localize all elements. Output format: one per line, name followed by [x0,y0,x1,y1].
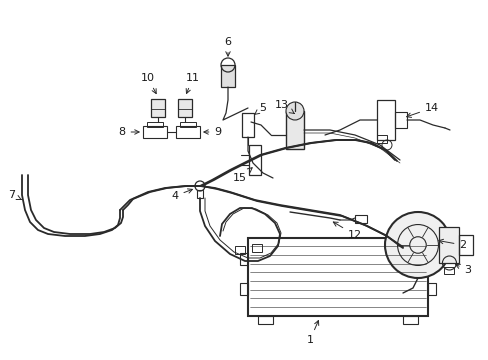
Bar [427,283,435,295]
Bar [176,126,200,138]
Text: 11: 11 [185,73,200,94]
Bar [444,267,453,274]
Bar [459,235,472,255]
Text: 1: 1 [306,320,318,345]
Bar [151,99,164,117]
Bar [251,244,262,252]
Text: 15: 15 [232,168,252,183]
Bar [247,238,427,316]
Bar [354,215,366,223]
Bar [242,113,253,137]
Text: 2: 2 [438,239,466,250]
Bar [258,316,272,324]
Text: 7: 7 [8,190,21,200]
Bar [394,112,406,128]
Circle shape [384,212,450,278]
Bar [178,99,192,117]
Bar [142,126,167,138]
Bar [197,190,203,198]
Circle shape [285,102,304,120]
Text: 3: 3 [455,264,470,275]
Bar [235,246,244,254]
Text: 6: 6 [224,37,231,56]
Text: 12: 12 [333,222,361,240]
Bar [285,111,304,149]
Bar [147,122,163,127]
Text: 4: 4 [171,189,192,201]
Bar [240,253,247,265]
Bar [376,135,386,143]
Text: 13: 13 [274,100,294,113]
Bar [402,316,417,324]
Bar [376,100,394,140]
Bar [439,227,459,263]
Bar [240,283,247,295]
Bar [248,145,261,175]
Text: 10: 10 [141,73,156,94]
Text: 5: 5 [254,103,266,114]
Text: 14: 14 [406,103,438,117]
Text: 8: 8 [118,127,139,137]
Bar [221,65,235,87]
Bar [427,253,435,265]
Bar [180,122,196,127]
Text: 9: 9 [203,127,221,137]
